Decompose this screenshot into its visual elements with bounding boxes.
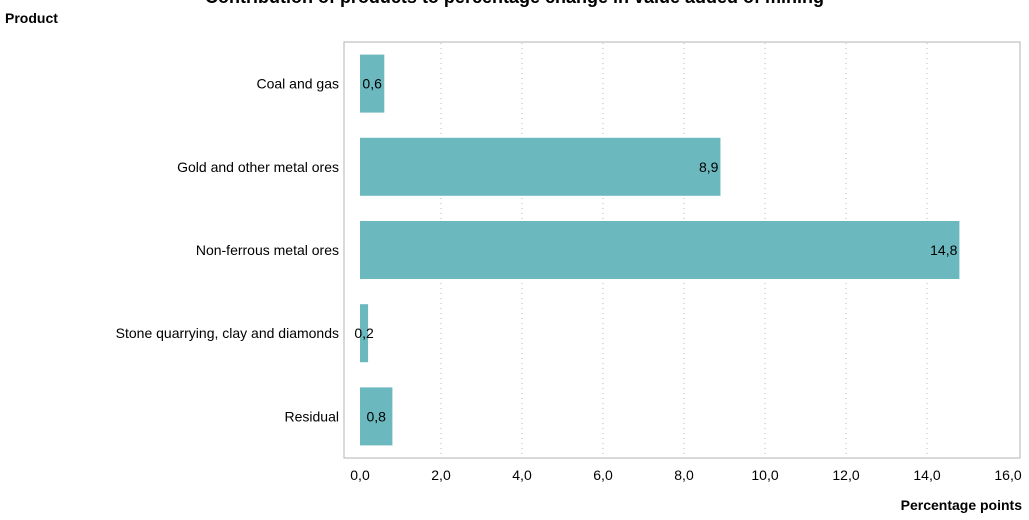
y-axis-title: Product (5, 10, 58, 26)
value-label: 0,2 (354, 325, 374, 341)
x-tick-label: 2,0 (431, 467, 451, 483)
x-tick-label: 8,0 (674, 467, 694, 483)
x-tick-label: 4,0 (512, 467, 532, 483)
x-tick-label: 16,0 (994, 467, 1021, 483)
x-tick-label: 6,0 (593, 467, 613, 483)
x-tick-label: 12,0 (832, 467, 859, 483)
value-labels: 0,6 8,9 14,8 0,2 0,8 (354, 76, 957, 425)
category-labels: Coal and gas Gold and other metal ores Non… (116, 76, 339, 425)
category-label: Non-ferrous metal ores (196, 242, 339, 258)
x-tick-label: 0,0 (350, 467, 370, 483)
x-axis-title: Percentage points (900, 497, 1022, 513)
plot-area-frame (343, 41, 1021, 459)
x-tick-labels: 0,0 2,0 4,0 6,0 8,0 10,0 12,0 14,0 16,0 (350, 467, 1022, 483)
x-tick-label: 14,0 (913, 467, 940, 483)
value-label: 0,8 (366, 408, 386, 424)
category-label: Coal and gas (256, 76, 339, 92)
value-label: 8,9 (699, 159, 719, 175)
bars-group (360, 54, 960, 446)
bar (360, 221, 960, 279)
value-label: 14,8 (930, 242, 957, 258)
category-label: Stone quarrying, clay and diamonds (116, 325, 339, 341)
chart-title: Contribution of products to percentage c… (0, 0, 1029, 8)
grid-lines (440, 43, 928, 457)
bar (360, 304, 369, 363)
bar (360, 137, 721, 196)
category-label: Residual (285, 408, 339, 424)
value-label: 0,6 (362, 76, 382, 92)
category-label: Gold and other metal ores (177, 159, 339, 175)
bar (360, 387, 393, 446)
x-tick-label: 10,0 (751, 467, 778, 483)
bar (360, 54, 385, 113)
